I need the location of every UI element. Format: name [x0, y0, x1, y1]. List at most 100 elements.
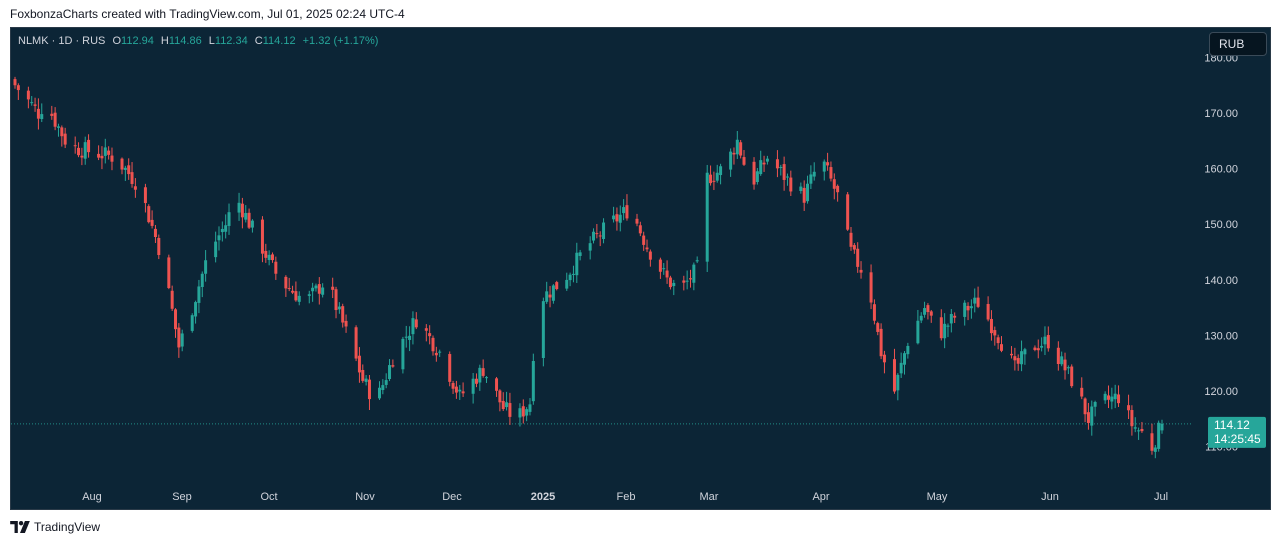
last-price-tag: 114.12 14:25:45: [1208, 416, 1266, 448]
candle-body: [1016, 358, 1020, 364]
candle-body: [849, 232, 853, 247]
time-tick-label: Sep: [172, 491, 192, 503]
candle-body: [1133, 427, 1137, 429]
candle-body: [33, 104, 37, 106]
candle-body: [618, 214, 622, 223]
candle-body: [424, 328, 428, 331]
candle-body: [719, 166, 723, 176]
candle-body: [471, 378, 475, 394]
candle-body: [919, 315, 923, 321]
candle-body: [284, 276, 288, 289]
candle-body: [408, 335, 412, 340]
candle-body: [174, 309, 178, 330]
footer-brand[interactable]: TradingView: [10, 520, 100, 534]
time-tick-label: Oct: [260, 491, 277, 503]
candle-body: [1063, 359, 1067, 371]
candlestick-chart[interactable]: 180.00170.00160.00150.00140.00130.00120.…: [11, 28, 1271, 510]
candle-body: [103, 147, 107, 156]
candle-body: [1130, 410, 1134, 427]
candle-body: [869, 272, 873, 303]
time-tick-label: 2025: [531, 491, 555, 503]
chart-pane[interactable]: 180.00 170.00 160.00 150.00 140.00 130.00 120.…: [10, 27, 1271, 510]
candle-body: [1090, 406, 1094, 426]
candle-body: [1036, 348, 1040, 351]
currency-button[interactable]: RUB: [1209, 32, 1267, 56]
candle-body: [658, 259, 662, 272]
candle-body: [802, 187, 806, 203]
candle-body: [414, 319, 418, 328]
time-tick-label: Jun: [1041, 491, 1059, 503]
change-value: +1.32 (+1.17%): [302, 35, 379, 47]
candle-body: [856, 248, 860, 267]
last-price-tag-box: [1208, 416, 1266, 448]
candle-body: [859, 269, 863, 273]
candle-body: [1046, 335, 1050, 349]
candle-body: [354, 327, 358, 359]
candle-body: [588, 243, 592, 251]
candle-body: [638, 225, 642, 234]
candle-body: [438, 351, 442, 353]
candle-body: [1060, 356, 1064, 365]
candle-body: [431, 337, 435, 352]
price-tick-label: 140.00: [1204, 275, 1238, 287]
candle-body: [458, 389, 462, 392]
time-axis: Aug Sep Oct Nov Dec 2025 Feb Mar Apr May Jun Jul: [82, 491, 1168, 503]
price-tick-label: 150.00: [1204, 219, 1238, 231]
candle-body: [53, 112, 57, 127]
candle-body: [1010, 353, 1014, 356]
candle-body: [334, 289, 338, 311]
candle-body: [518, 408, 522, 418]
candle-body: [765, 158, 769, 162]
candle-body: [361, 369, 365, 381]
candle-body: [946, 325, 950, 327]
candle-body: [836, 185, 840, 193]
candle-body: [478, 367, 482, 383]
candle-body: [217, 235, 221, 241]
candle-body: [879, 328, 883, 357]
candle-body: [662, 268, 666, 270]
candle-body: [260, 219, 264, 254]
candle-body: [294, 291, 298, 301]
candle-body: [775, 159, 779, 169]
symbol-label: NLMK · 1D · RUS: [18, 35, 106, 47]
candle-body: [250, 220, 254, 228]
candle-body: [364, 378, 368, 382]
candle-body: [709, 174, 713, 184]
candle-body: [1013, 356, 1017, 361]
candle-body: [926, 305, 930, 313]
candle-body: [996, 337, 1000, 344]
candle-body: [133, 186, 137, 190]
candle-series: [13, 76, 1164, 459]
candle-body: [1127, 405, 1131, 411]
candle-body: [672, 282, 676, 287]
candle-body: [240, 203, 244, 218]
candle-body: [274, 261, 278, 274]
candle-body: [214, 241, 218, 258]
candle-body: [377, 387, 381, 399]
candle-body: [635, 218, 639, 224]
candle-body: [495, 378, 499, 391]
candle-body: [592, 231, 596, 241]
candle-body: [30, 102, 34, 104]
candle-body: [204, 260, 208, 274]
price-tick-label: 170.00: [1204, 108, 1238, 120]
candle-body: [705, 172, 709, 262]
candle-body: [143, 187, 147, 204]
candle-body: [729, 151, 733, 170]
candle-body: [474, 378, 478, 384]
candle-body: [578, 252, 582, 256]
tradingview-logo-icon: [10, 521, 30, 533]
candle-body: [40, 114, 44, 120]
high-value: 114.86: [168, 35, 202, 47]
candle-body: [1150, 433, 1154, 451]
candle-body: [598, 235, 602, 237]
candle-body: [100, 155, 104, 159]
candle-body: [625, 205, 629, 219]
candle-body: [123, 167, 127, 170]
candle-body: [826, 162, 830, 166]
candle-body: [434, 352, 438, 356]
candle-body: [110, 155, 114, 162]
candle-body: [963, 302, 967, 317]
open-key: O: [112, 35, 122, 47]
candle-body: [682, 280, 686, 283]
